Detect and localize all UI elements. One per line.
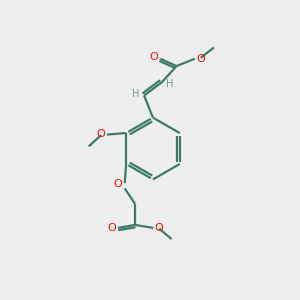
Text: O: O — [149, 52, 158, 62]
Text: O: O — [155, 223, 164, 233]
Text: O: O — [114, 179, 123, 189]
Text: H: H — [166, 79, 174, 89]
Text: O: O — [107, 223, 116, 233]
Text: H: H — [132, 89, 140, 99]
Text: O: O — [96, 129, 105, 139]
Text: O: O — [196, 54, 205, 64]
